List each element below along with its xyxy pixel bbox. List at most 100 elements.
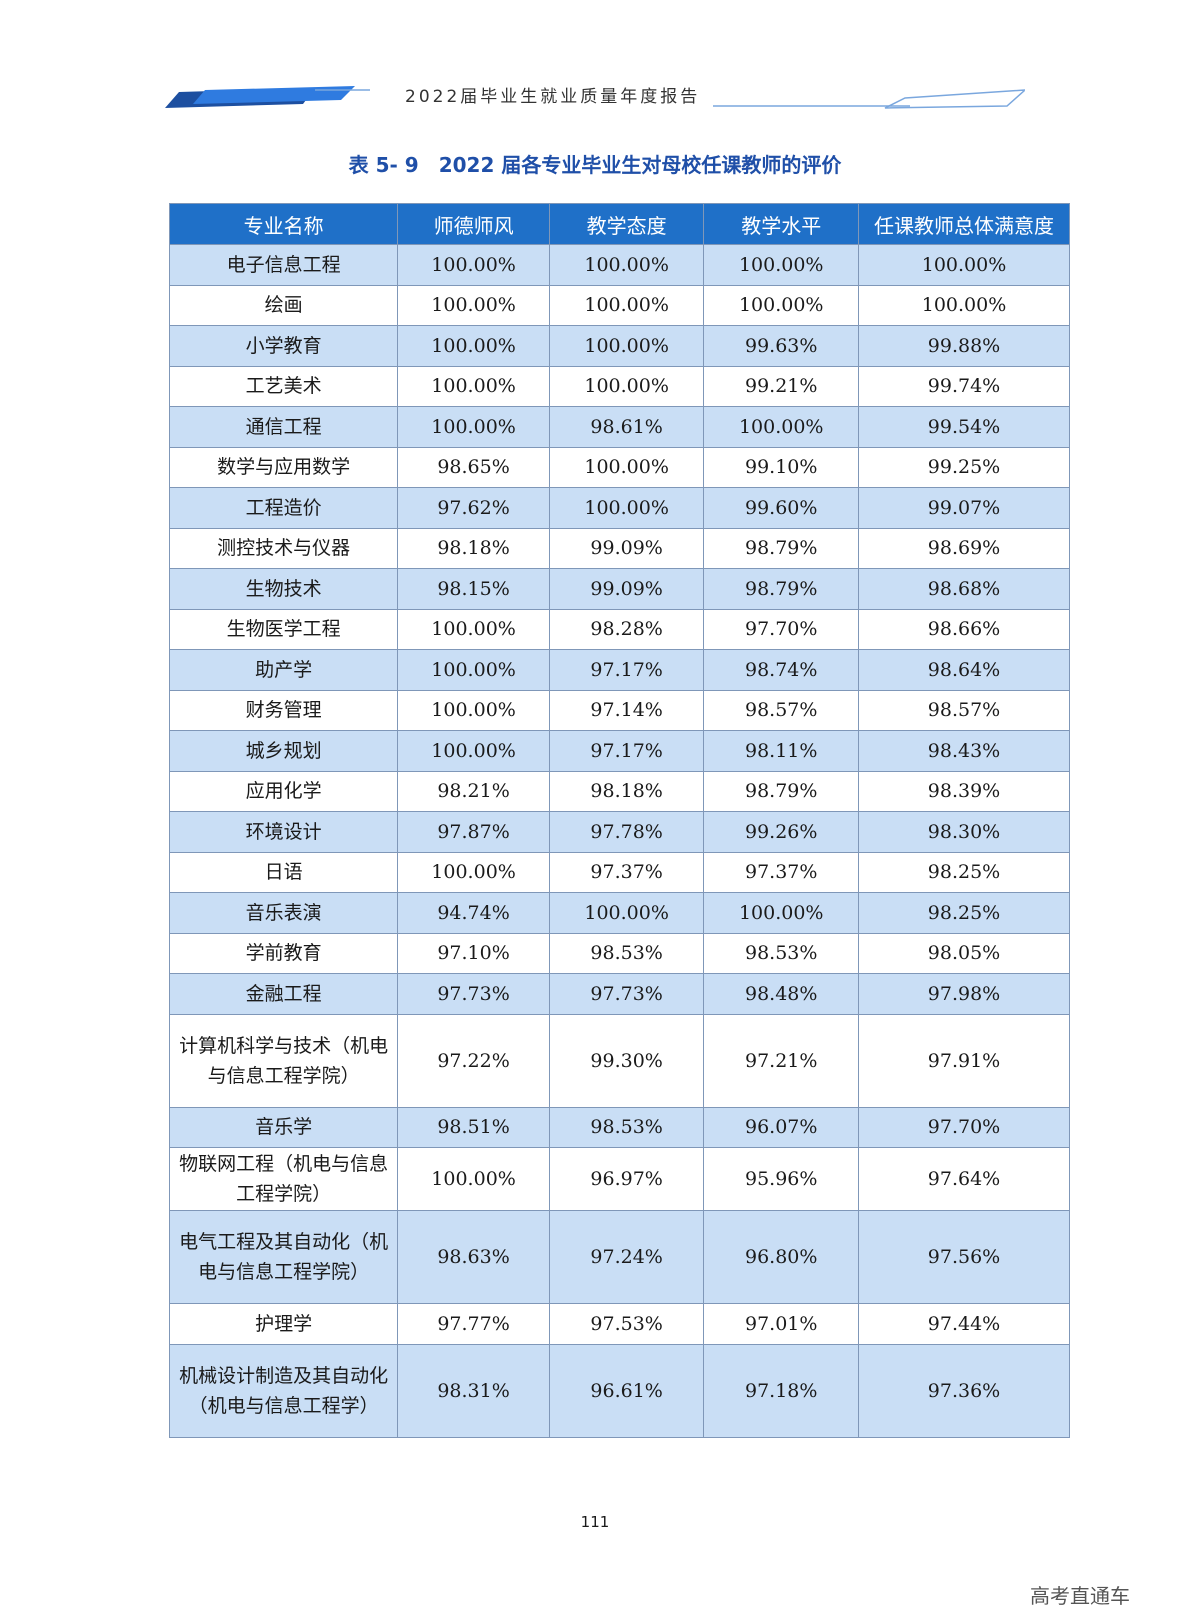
cell-level: 97.21% xyxy=(703,1013,860,1108)
cell-major: 小学教育 xyxy=(168,325,399,367)
cell-attitude: 100.00% xyxy=(548,892,705,934)
cell-attitude: 98.61% xyxy=(548,406,705,448)
cell-ethics: 98.51% xyxy=(397,1106,550,1148)
watermark-text: 高考直通车 xyxy=(1030,1584,1130,1608)
cell-ethics: 100.00% xyxy=(397,608,550,650)
cell-major: 工程造价 xyxy=(168,487,399,529)
cell-level: 96.07% xyxy=(703,1106,860,1148)
table-row: 生物医学工程 100.00% 98.28% 97.70% 98.66% xyxy=(168,608,1070,650)
cell-level: 98.74% xyxy=(703,649,860,691)
cell-ethics: 98.18% xyxy=(397,527,550,569)
cell-attitude: 100.00% xyxy=(548,446,705,488)
cell-level: 98.79% xyxy=(703,527,860,569)
page-number: 111 xyxy=(580,1513,610,1531)
cell-overall: 98.66% xyxy=(858,608,1070,650)
cell-attitude: 97.53% xyxy=(548,1303,705,1345)
cell-major: 电气工程及其自动化（机电与信息工程学院） xyxy=(168,1210,399,1304)
cell-attitude: 97.17% xyxy=(548,730,705,772)
table-row: 小学教育 100.00% 100.00% 99.63% 99.88% xyxy=(168,325,1070,367)
cell-attitude: 100.00% xyxy=(548,284,705,326)
cell-major: 测控技术与仪器 xyxy=(168,527,399,569)
cell-level: 97.01% xyxy=(703,1303,860,1345)
cell-overall: 97.44% xyxy=(858,1303,1070,1345)
cell-attitude: 99.09% xyxy=(548,527,705,569)
cell-overall: 98.43% xyxy=(858,730,1070,772)
cell-ethics: 100.00% xyxy=(397,851,550,893)
cell-attitude: 96.61% xyxy=(548,1343,705,1438)
cell-overall: 98.30% xyxy=(858,811,1070,853)
cell-level: 98.79% xyxy=(703,770,860,812)
cell-level: 97.18% xyxy=(703,1343,860,1438)
cell-ethics: 100.00% xyxy=(397,365,550,407)
cell-level: 98.11% xyxy=(703,730,860,772)
table-row: 绘画 100.00% 100.00% 100.00% 100.00% xyxy=(168,284,1070,326)
cell-ethics: 97.62% xyxy=(397,487,550,529)
table-row: 物联网工程（机电与信息工程学院） 100.00% 96.97% 95.96% 97.64… xyxy=(168,1147,1070,1211)
cell-attitude: 96.97% xyxy=(548,1147,705,1211)
cell-level: 98.53% xyxy=(703,932,860,974)
cell-major: 计算机科学与技术（机电与信息工程学院） xyxy=(168,1013,399,1108)
table-row: 通信工程 100.00% 98.61% 100.00% 99.54% xyxy=(168,406,1070,448)
cell-ethics: 100.00% xyxy=(397,689,550,731)
cell-major: 物联网工程（机电与信息工程学院） xyxy=(168,1147,399,1211)
cell-major: 机械设计制造及其自动化（机电与信息工程学） xyxy=(168,1343,399,1438)
cell-major: 金融工程 xyxy=(168,973,399,1015)
cell-overall: 97.56% xyxy=(858,1210,1070,1304)
cell-overall: 100.00% xyxy=(858,284,1070,326)
cell-level: 97.37% xyxy=(703,851,860,893)
cell-level: 95.96% xyxy=(703,1147,860,1211)
cell-ethics: 100.00% xyxy=(397,406,550,448)
cell-overall: 99.88% xyxy=(858,325,1070,367)
table-caption: 表 5- 9 2022 届各专业毕业生对母校任课教师的评价 xyxy=(348,153,842,177)
cell-major: 音乐表演 xyxy=(168,892,399,934)
cell-attitude: 97.73% xyxy=(548,973,705,1015)
table-header-row: 专业名称 师德师风 教学态度 教学水平 任课教师总体满意度 xyxy=(168,203,1070,245)
cell-level: 99.63% xyxy=(703,325,860,367)
table-row: 护理学 97.77% 97.53% 97.01% 97.44% xyxy=(168,1303,1070,1345)
cell-ethics: 100.00% xyxy=(397,649,550,691)
cell-major: 城乡规划 xyxy=(168,730,399,772)
table-row: 电子信息工程 100.00% 100.00% 100.00% 100.00% xyxy=(168,244,1070,286)
cell-ethics: 98.21% xyxy=(397,770,550,812)
table-row: 环境设计 97.87% 97.78% 99.26% 98.30% xyxy=(168,811,1070,853)
cell-ethics: 94.74% xyxy=(397,892,550,934)
cell-major: 助产学 xyxy=(168,649,399,691)
cell-level: 98.48% xyxy=(703,973,860,1015)
cell-major: 环境设计 xyxy=(168,811,399,853)
table-row: 生物技术 98.15% 99.09% 98.79% 98.68% xyxy=(168,568,1070,610)
teacher-evaluation-table: 专业名称 师德师风 教学态度 教学水平 任课教师总体满意度 电子信息工程 100.… xyxy=(168,203,1070,1438)
cell-level: 97.70% xyxy=(703,608,860,650)
cell-attitude: 100.00% xyxy=(548,244,705,286)
cell-overall: 98.68% xyxy=(858,568,1070,610)
cell-overall: 97.70% xyxy=(858,1106,1070,1148)
cell-overall: 99.25% xyxy=(858,446,1070,488)
table-row: 学前教育 97.10% 98.53% 98.53% 98.05% xyxy=(168,932,1070,974)
cell-overall: 100.00% xyxy=(858,244,1070,286)
header-decoration xyxy=(165,86,1025,109)
cell-overall: 99.07% xyxy=(858,487,1070,529)
cell-overall: 97.64% xyxy=(858,1147,1070,1211)
cell-attitude: 98.18% xyxy=(548,770,705,812)
column-header-level: 教学水平 xyxy=(703,203,860,245)
cell-major: 应用化学 xyxy=(168,770,399,812)
cell-major: 护理学 xyxy=(168,1303,399,1345)
cell-level: 100.00% xyxy=(703,284,860,326)
cell-major: 生物技术 xyxy=(168,568,399,610)
cell-ethics: 98.31% xyxy=(397,1343,550,1438)
table-row: 财务管理 100.00% 97.14% 98.57% 98.57% xyxy=(168,689,1070,731)
cell-attitude: 98.53% xyxy=(548,1106,705,1148)
cell-level: 99.10% xyxy=(703,446,860,488)
cell-attitude: 98.53% xyxy=(548,932,705,974)
column-header-overall: 任课教师总体满意度 xyxy=(858,203,1070,245)
cell-overall: 98.39% xyxy=(858,770,1070,812)
table-row: 音乐表演 94.74% 100.00% 100.00% 98.25% xyxy=(168,892,1070,934)
cell-overall: 99.74% xyxy=(858,365,1070,407)
cell-overall: 99.54% xyxy=(858,406,1070,448)
cell-attitude: 98.28% xyxy=(548,608,705,650)
cell-overall: 98.64% xyxy=(858,649,1070,691)
cell-overall: 97.98% xyxy=(858,973,1070,1015)
cell-level: 98.79% xyxy=(703,568,860,610)
table-row: 数学与应用数学 98.65% 100.00% 99.10% 99.25% xyxy=(168,446,1070,488)
cell-attitude: 99.30% xyxy=(548,1013,705,1108)
table-row: 电气工程及其自动化（机电与信息工程学院） 98.63% 97.24% 96.80% 97… xyxy=(168,1210,1070,1304)
